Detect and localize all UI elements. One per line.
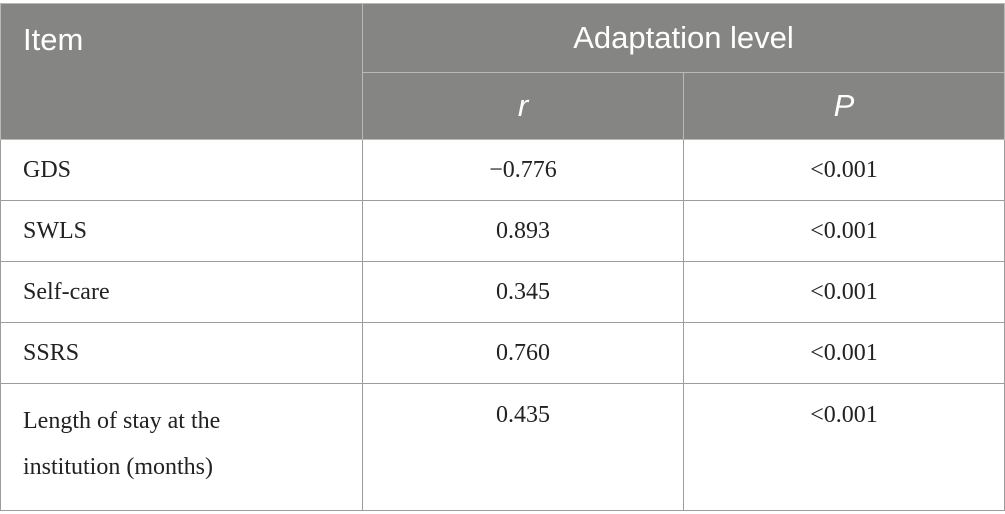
header-row-top: Item Adaptation level (0, 3, 1005, 140)
table-row: Self-care 0.345 <0.001 (0, 261, 1005, 323)
row-item: Length of stay at the institution (month… (0, 383, 363, 511)
row-r: 0.435 (362, 383, 684, 511)
row-r: 0.893 (362, 200, 684, 262)
row-r: 0.345 (362, 261, 684, 323)
table-row: GDS −0.776 <0.001 (0, 139, 1005, 201)
row-item-line2: institution (months) (23, 454, 214, 480)
row-item: GDS (0, 139, 363, 201)
row-p: <0.001 (682, 383, 1005, 511)
row-item: SWLS (0, 200, 363, 262)
header-adaptation-level: Adaptation level (361, 3, 1005, 73)
row-r: 0.760 (362, 322, 684, 384)
row-p: <0.001 (682, 322, 1005, 384)
header-item: Item (0, 3, 363, 140)
correlation-table: Item Adaptation level r P GDS −0.776 <0.… (0, 3, 1005, 511)
header-r: r (362, 72, 684, 140)
table-row: SSRS 0.760 <0.001 (0, 322, 1005, 384)
row-p: <0.001 (682, 261, 1005, 323)
table-row: SWLS 0.893 <0.001 (0, 200, 1005, 262)
table-row: Length of stay at the institution (month… (0, 383, 1005, 511)
row-p: <0.001 (682, 200, 1005, 262)
row-p: <0.001 (682, 139, 1005, 201)
row-r: −0.776 (362, 139, 684, 201)
header-row-sub: r P (1, 72, 1005, 140)
row-item: Self-care (0, 261, 363, 323)
row-item-line1: Length of stay at the (23, 408, 221, 434)
header-p: P (682, 72, 1005, 140)
row-item: SSRS (0, 322, 363, 384)
